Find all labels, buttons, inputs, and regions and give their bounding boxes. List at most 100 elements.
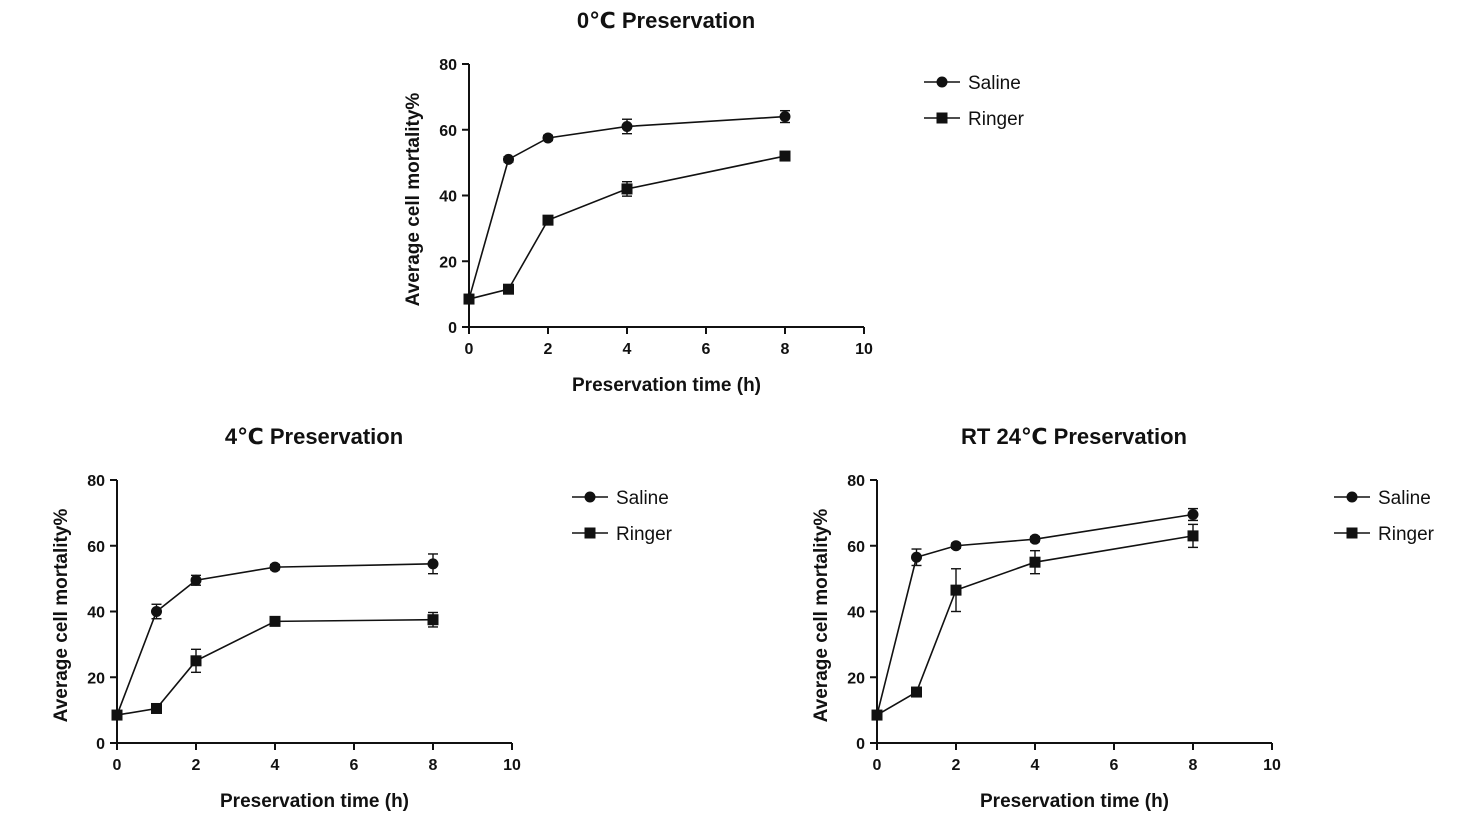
y-tick-label: 60 <box>847 539 865 556</box>
x-tick-label: 8 <box>429 757 438 774</box>
x-axis-label: Preservation time (h) <box>220 791 409 812</box>
legend-item-saline: Saline <box>1334 488 1431 509</box>
legend-marker-circle-icon <box>584 491 596 503</box>
x-tick-label: 2 <box>952 757 961 774</box>
y-tick-label: 60 <box>87 539 105 556</box>
data-point-ringer <box>463 293 475 305</box>
legend-item-ringer: Ringer <box>572 524 673 545</box>
data-point-saline <box>190 574 202 586</box>
legend-item-saline: Saline <box>572 488 669 509</box>
y-tick-label: 20 <box>847 670 865 687</box>
series-ringer <box>871 523 1199 721</box>
y-tick-label: 0 <box>448 320 457 337</box>
data-point-saline <box>1029 533 1041 545</box>
data-point-saline <box>779 111 791 123</box>
chart-title: 4℃ Preservation <box>225 424 403 449</box>
x-axis-label: Preservation time (h) <box>980 791 1169 812</box>
y-tick-label: 60 <box>439 123 457 140</box>
x-tick-label: 0 <box>113 757 122 774</box>
data-point-saline <box>427 558 439 570</box>
data-point-ringer <box>151 702 162 714</box>
x-tick-label: 4 <box>623 341 632 358</box>
y-tick-label: 0 <box>96 736 105 753</box>
data-point-saline <box>950 540 962 552</box>
x-tick-label: 10 <box>503 757 521 774</box>
data-point-ringer <box>111 709 123 721</box>
data-point-saline <box>151 606 162 617</box>
legend-item-ringer: Ringer <box>1334 524 1435 545</box>
data-point-saline <box>542 132 554 144</box>
legend-label: Ringer <box>968 109 1025 130</box>
legend-marker-square-icon <box>1346 527 1358 539</box>
data-point-ringer <box>503 283 514 295</box>
legend-label: Saline <box>616 488 669 509</box>
y-axis-label: Average cell mortality% <box>403 93 424 307</box>
series-ringer <box>463 150 791 305</box>
series-line-saline <box>116 563 434 716</box>
data-point-ringer <box>950 584 962 596</box>
x-tick-label: 4 <box>271 757 280 774</box>
x-tick-label: 8 <box>1189 757 1198 774</box>
panel-rt24c: RT 24℃ Preservation 0 20 40 60 80 0 2 4 6 8 10 Prese… <box>811 424 1435 812</box>
x-axis-label: Preservation time (h) <box>572 375 761 396</box>
legend-label: Saline <box>968 73 1021 94</box>
y-tick-label: 40 <box>439 189 457 206</box>
y-tick-label: 0 <box>856 736 865 753</box>
data-point-saline <box>269 561 281 573</box>
series-saline <box>111 553 439 721</box>
data-point-ringer <box>621 183 633 195</box>
data-point-saline <box>621 120 633 132</box>
legend-marker-square-icon <box>936 112 948 124</box>
data-point-ringer <box>871 709 883 721</box>
data-point-saline <box>911 551 922 563</box>
x-tick-label: 0 <box>465 341 474 358</box>
series-line-saline <box>468 115 786 300</box>
series-ringer <box>111 611 439 721</box>
y-tick-label: 80 <box>87 473 105 490</box>
data-point-saline <box>1187 509 1199 521</box>
x-tick-label: 0 <box>873 757 882 774</box>
y-tick-label: 20 <box>87 670 105 687</box>
y-tick-label: 80 <box>847 473 865 490</box>
panel-4c: 4℃ Preservation 0 20 40 60 80 0 2 4 6 8 10 Preservat… <box>51 424 673 812</box>
legend-label: Ringer <box>616 524 673 545</box>
data-point-ringer <box>1187 530 1199 542</box>
series-line-ringer <box>468 155 786 300</box>
x-tick-label: 8 <box>781 341 790 358</box>
data-point-saline <box>503 153 514 165</box>
data-point-ringer <box>911 686 922 698</box>
series-line-ringer <box>116 618 434 716</box>
data-point-ringer <box>427 614 439 626</box>
legend-label: Ringer <box>1378 524 1435 545</box>
legend-item-ringer: Ringer <box>924 109 1025 130</box>
x-tick-label: 10 <box>855 341 873 358</box>
y-axis-label: Average cell mortality% <box>811 509 832 723</box>
legend-marker-circle-icon <box>1346 491 1358 503</box>
legend-item-saline: Saline <box>924 73 1021 94</box>
x-tick-label: 10 <box>1263 757 1281 774</box>
x-tick-label: 2 <box>544 341 553 358</box>
y-tick-label: 20 <box>439 254 457 271</box>
legend-marker-circle-icon <box>936 76 948 88</box>
legend-label: Saline <box>1378 488 1431 509</box>
y-tick-label: 40 <box>847 605 865 622</box>
x-tick-label: 4 <box>1031 757 1040 774</box>
x-tick-label: 6 <box>702 341 711 358</box>
chart-title: RT 24℃ Preservation <box>961 424 1187 449</box>
data-point-ringer <box>269 615 281 627</box>
chart-title: 0℃ Preservation <box>577 8 755 33</box>
panel-0c: 0℃ Preservation 0 20 40 60 80 0 2 4 6 8 10 Preservat… <box>403 8 1025 396</box>
x-tick-label: 6 <box>1110 757 1119 774</box>
legend-marker-square-icon <box>584 527 596 539</box>
y-tick-label: 40 <box>87 605 105 622</box>
data-point-ringer <box>1029 556 1041 568</box>
data-point-ringer <box>190 655 202 667</box>
x-tick-label: 6 <box>350 757 359 774</box>
y-axis-label: Average cell mortality% <box>51 509 72 723</box>
data-point-ringer <box>542 214 554 226</box>
series-saline <box>463 109 791 305</box>
x-tick-label: 2 <box>192 757 201 774</box>
data-point-ringer <box>779 150 791 162</box>
y-tick-label: 80 <box>439 57 457 74</box>
